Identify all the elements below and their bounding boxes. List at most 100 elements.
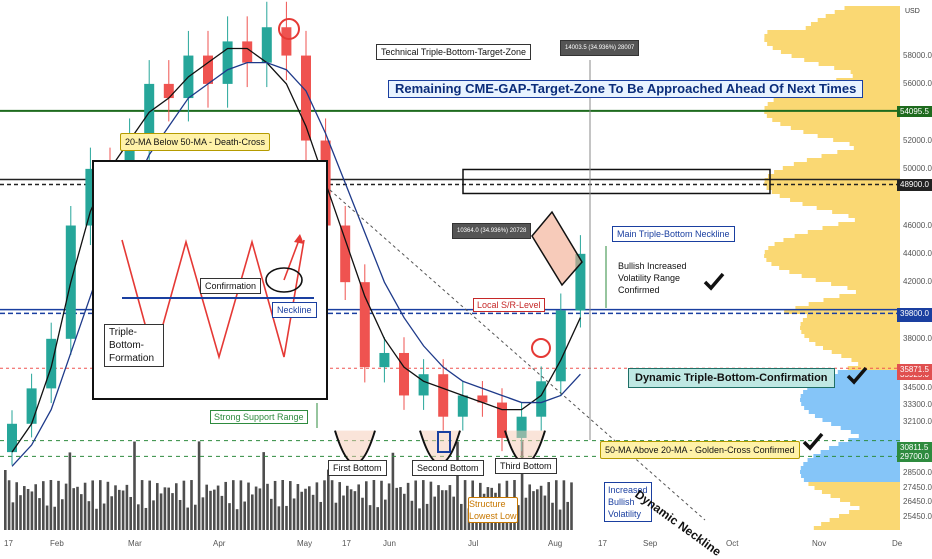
volume-bar [517,505,520,530]
volume-bar [323,480,326,530]
candle-body [438,374,449,417]
volume-profile-bar [844,6,900,10]
volume-bar [330,480,334,530]
price-tick: 58000.0 [903,50,932,60]
candle-body [340,225,351,283]
volume-bar [4,470,7,530]
candle-body [222,41,233,84]
volume-profile-bar [779,266,900,270]
time-tick: Nov [812,539,827,548]
first-bottom-cup [334,430,376,465]
volume-bar [220,495,224,530]
volume-bar [285,505,288,530]
volume-profile-bar [831,350,900,354]
volume-bar [414,480,417,530]
second-bottom-label: Second Bottom [412,460,484,476]
volume-profile-bar [795,306,900,310]
volume-bar [201,497,205,530]
volume-bar [114,485,117,530]
candle-body [163,83,174,99]
candle-body [85,168,96,226]
volume-bar [178,500,182,530]
volume-bar [83,482,87,530]
volume-profile-bar [849,142,900,146]
volume-bar [315,482,319,530]
volume-profile-bar [807,230,900,234]
volume-profile-bar [823,346,900,350]
candle-body [242,41,253,63]
volume-bar [433,496,436,530]
volume-profile-bar [803,462,900,466]
volume-bar [555,480,558,530]
volume-bar [376,507,379,530]
volume-profile-bar [805,26,900,30]
second-bottom-volume-box [437,431,451,453]
time-tick: 17 [342,539,351,548]
volume-profile-bar [774,170,900,174]
volume-bar [368,505,372,530]
volume-bar [30,491,34,530]
volume-bar [281,480,284,530]
death-cross-circle [278,18,300,40]
volume-profile-bar [800,326,900,330]
volume-profile-bar [836,78,900,82]
volume-profile-bar [849,510,900,514]
volume-profile-bar [850,502,900,506]
volume-bar [61,499,64,530]
volume-bar [444,490,448,530]
volume-bar [441,490,444,530]
volume-bar [395,487,398,530]
volume-profile-bar [790,126,900,130]
volume-profile-bar [820,450,900,454]
volume-profile-bar [808,482,900,486]
volume-profile-bar [810,22,900,26]
volume-profile-bar [768,246,900,250]
volume-profile-bar [854,218,900,222]
volume-bars [4,441,573,530]
volume-bar [558,509,562,530]
volume-profile-bar [834,10,900,14]
inset-neckline: Neckline [272,302,317,318]
candle-body [555,310,566,382]
volume-profile-bar [772,46,900,50]
volume-profile-bar [859,506,900,510]
volume-bar [296,484,300,530]
volume-bar [91,480,94,530]
volume-bar [349,489,353,530]
volume-profile-bar [784,310,900,314]
volume-bar [463,480,467,530]
volume-bar [26,489,30,530]
main-neckline-label: Main Triple-Bottom Neckline [612,226,735,242]
volume-bar [562,480,566,530]
price-tick: 25450.0 [903,511,932,521]
volume-profile-bar [831,282,900,286]
candle-body [497,402,507,438]
volume-profile-bar [822,226,900,230]
volume-profile-bar [815,342,900,346]
death-cross-label: 20-MA Below 50-MA - Death-Cross [120,133,271,151]
volume-bar [247,482,250,530]
candle-body [46,338,57,389]
volume-bar [34,484,37,530]
volume-bar [239,480,243,530]
price-badge: 48900.0 [897,179,932,191]
volume-profile-bar [793,162,900,166]
cme-gap-box [462,168,771,195]
volume-bar [422,480,425,530]
volume-bar [456,441,459,530]
volume-bar [72,488,75,530]
volume-bar [266,483,269,530]
second-bottom-cup [419,430,461,465]
volume-profile-bar [848,438,900,442]
volume-bar [338,482,341,530]
time-tick: Jul [468,539,479,548]
volume-bar [68,452,72,530]
bullish-volatility-label: Bullish Increased Volatility Range Confi… [618,261,687,295]
volume-bar [353,491,357,530]
volume-bar [361,497,364,530]
volume-profile-bar [850,430,900,434]
volume-bar [15,482,18,530]
price-tick: 32100.0 [903,417,932,427]
volume-bar [539,485,543,530]
volume-profile-bar [825,14,900,18]
